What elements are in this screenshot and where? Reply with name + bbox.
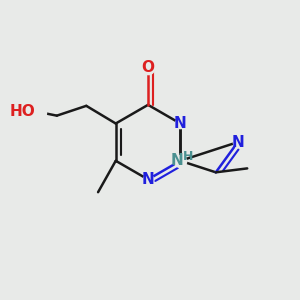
Text: N: N bbox=[231, 135, 244, 150]
Text: H: H bbox=[183, 150, 194, 164]
Text: HO: HO bbox=[10, 104, 35, 119]
Text: N: N bbox=[174, 116, 187, 131]
Text: N: N bbox=[142, 172, 154, 187]
Text: N: N bbox=[171, 153, 184, 168]
Text: O: O bbox=[142, 60, 154, 75]
